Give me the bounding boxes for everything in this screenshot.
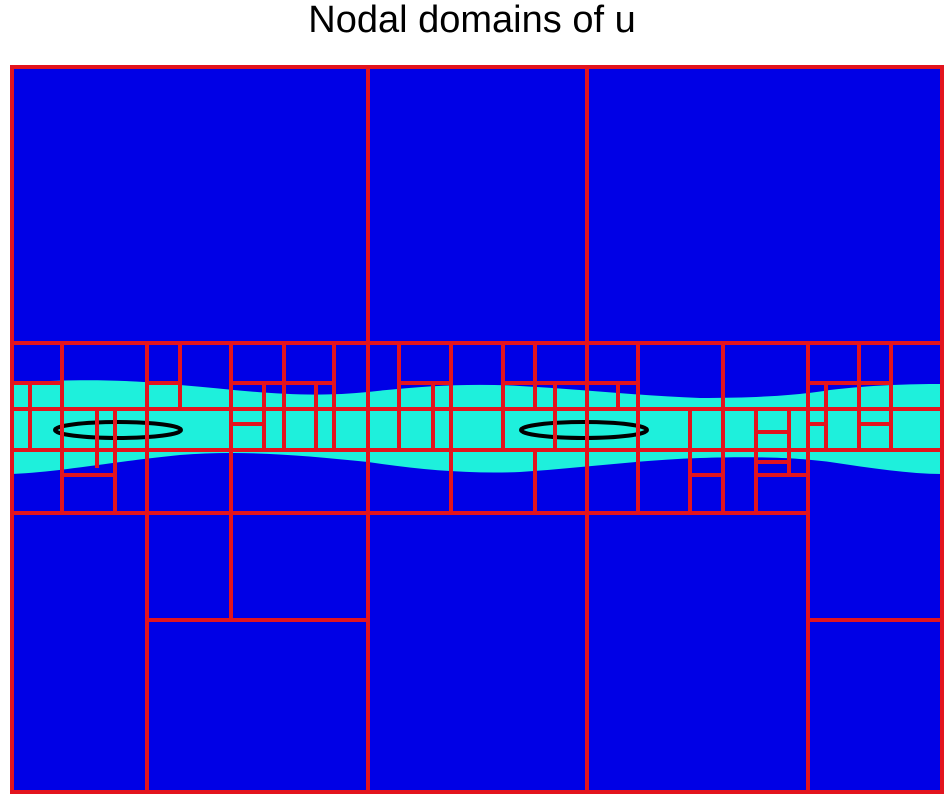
figure-title: Nodal domains of u	[308, 0, 636, 41]
plot-frame	[10, 65, 944, 794]
quadtree-grid	[10, 65, 944, 794]
nodal-ellipse-right	[519, 420, 649, 440]
nodal-ellipse-left	[53, 420, 183, 440]
